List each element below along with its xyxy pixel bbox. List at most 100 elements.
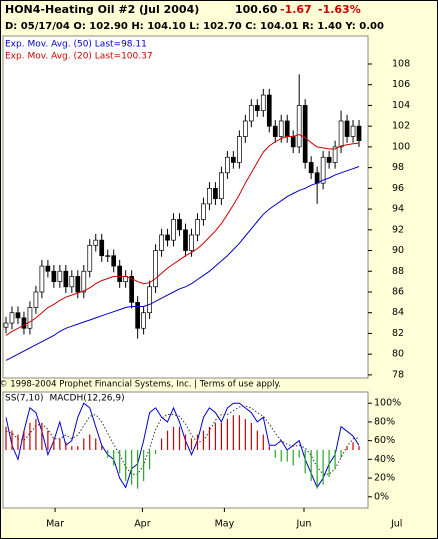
macdh-bar bbox=[226, 419, 228, 450]
macdh-bar bbox=[346, 446, 348, 450]
macdh-bar bbox=[131, 450, 133, 485]
x-tick-label: Apr bbox=[134, 519, 151, 530]
candle-body bbox=[266, 94, 272, 127]
copyright: © 1998-2004 Prophet Financial Systems, I… bbox=[0, 380, 281, 390]
candle-body bbox=[147, 286, 152, 314]
candle-body bbox=[57, 270, 63, 282]
last-price: 100.60 bbox=[235, 3, 278, 16]
moving-average bbox=[5, 166, 360, 361]
macdh-bar bbox=[190, 438, 193, 450]
macdh-bar bbox=[256, 430, 258, 450]
candle-body bbox=[284, 120, 290, 137]
candle-body bbox=[254, 105, 260, 111]
macdh-bar bbox=[5, 426, 7, 450]
y-tick-label: 86 bbox=[392, 286, 404, 297]
candle-body bbox=[290, 136, 296, 148]
candle-body bbox=[27, 307, 33, 329]
candle-body bbox=[87, 244, 93, 272]
macdh-bar bbox=[59, 438, 61, 450]
signal-line bbox=[5, 405, 360, 475]
candle-body bbox=[177, 219, 182, 231]
macdh-bar bbox=[113, 450, 115, 466]
oscillator-line bbox=[5, 402, 360, 489]
macdh-bar bbox=[148, 450, 151, 470]
candle-body bbox=[219, 172, 224, 200]
macdh-bar bbox=[125, 450, 127, 481]
macdh-bar bbox=[340, 450, 342, 458]
y-tick-label: 94 bbox=[392, 204, 404, 215]
candle-body bbox=[338, 120, 344, 148]
macdh-bar bbox=[214, 422, 217, 450]
candle-body bbox=[39, 265, 45, 293]
moving-average bbox=[5, 133, 360, 336]
candle-body bbox=[332, 146, 338, 163]
macdh-bar bbox=[184, 434, 187, 450]
candle-body bbox=[171, 219, 176, 241]
x-tick-label: May bbox=[215, 519, 235, 530]
macdh-bar bbox=[89, 434, 91, 450]
symbol: HON4-Heating Oil #2 (Jul 2004) bbox=[5, 3, 199, 16]
y-tick-label: 20% bbox=[374, 473, 395, 484]
macdh-bar bbox=[71, 446, 73, 450]
y-tick-label: 82 bbox=[392, 328, 404, 339]
candle-body bbox=[21, 317, 27, 329]
macdh-bar bbox=[352, 442, 354, 450]
legend-entry: SS(7,10) bbox=[5, 394, 44, 404]
macdh-bar bbox=[322, 450, 324, 485]
macdh-bar bbox=[292, 450, 294, 466]
y-tick-label: 100 bbox=[392, 141, 410, 152]
candle-body bbox=[45, 265, 51, 272]
candle-body bbox=[159, 234, 164, 251]
candle-body bbox=[183, 229, 188, 251]
candle-body bbox=[225, 156, 230, 174]
candle-body bbox=[117, 265, 123, 282]
candle-body bbox=[195, 219, 200, 236]
macdh-bar bbox=[143, 450, 145, 481]
candle-body bbox=[344, 120, 350, 137]
x-tick-label: Mar bbox=[46, 519, 64, 530]
macdh-bar bbox=[286, 450, 288, 462]
legend-entry: Exp. Mov. Avg. (50) Last=98.11 bbox=[5, 40, 147, 50]
macdh-bar bbox=[154, 450, 157, 454]
macdh-bar bbox=[244, 419, 246, 450]
y-tick-label: 80 bbox=[392, 349, 404, 360]
y-tick-label: 60% bbox=[374, 435, 395, 446]
price-plot bbox=[2, 35, 369, 379]
y-tick-label: 98 bbox=[392, 162, 404, 173]
candle-body bbox=[93, 239, 99, 246]
candle-body bbox=[278, 120, 284, 137]
candle-body bbox=[248, 105, 254, 122]
candle-body bbox=[213, 187, 218, 200]
candle-body bbox=[314, 172, 320, 184]
candle-body bbox=[296, 105, 302, 148]
macdh-bar bbox=[310, 450, 312, 481]
macdh-bar bbox=[83, 438, 85, 450]
y-tick-label: 80% bbox=[374, 416, 395, 427]
candle-body bbox=[189, 234, 194, 251]
macdh-bar bbox=[262, 434, 264, 450]
candle-body bbox=[15, 312, 21, 319]
y-tick-label: 0% bbox=[374, 491, 389, 502]
macdh-bar bbox=[101, 446, 103, 450]
macdh-bar bbox=[334, 450, 336, 470]
candle-body bbox=[350, 125, 356, 137]
candle-body bbox=[260, 94, 266, 111]
macdh-bar bbox=[202, 430, 205, 450]
candle-body bbox=[326, 156, 332, 163]
macdh-bar bbox=[137, 450, 139, 489]
candle-body bbox=[207, 187, 212, 205]
candle-body bbox=[135, 301, 140, 329]
legend-entry: Exp. Mov. Avg. (20) Last=100.37 bbox=[5, 52, 153, 62]
candle-body bbox=[33, 291, 39, 308]
candle-body bbox=[111, 255, 117, 267]
candle-body bbox=[69, 276, 75, 288]
macdh-bar bbox=[47, 430, 49, 450]
y-tick-label: 96 bbox=[392, 183, 404, 194]
candle-body bbox=[75, 276, 81, 293]
candle-body bbox=[9, 312, 15, 324]
candle-body bbox=[141, 312, 146, 329]
candle-body bbox=[129, 276, 134, 303]
macdh-bar bbox=[65, 442, 67, 450]
macdh-bar bbox=[41, 422, 43, 450]
legend-entry: MACDH(12,26,9) bbox=[50, 394, 125, 404]
